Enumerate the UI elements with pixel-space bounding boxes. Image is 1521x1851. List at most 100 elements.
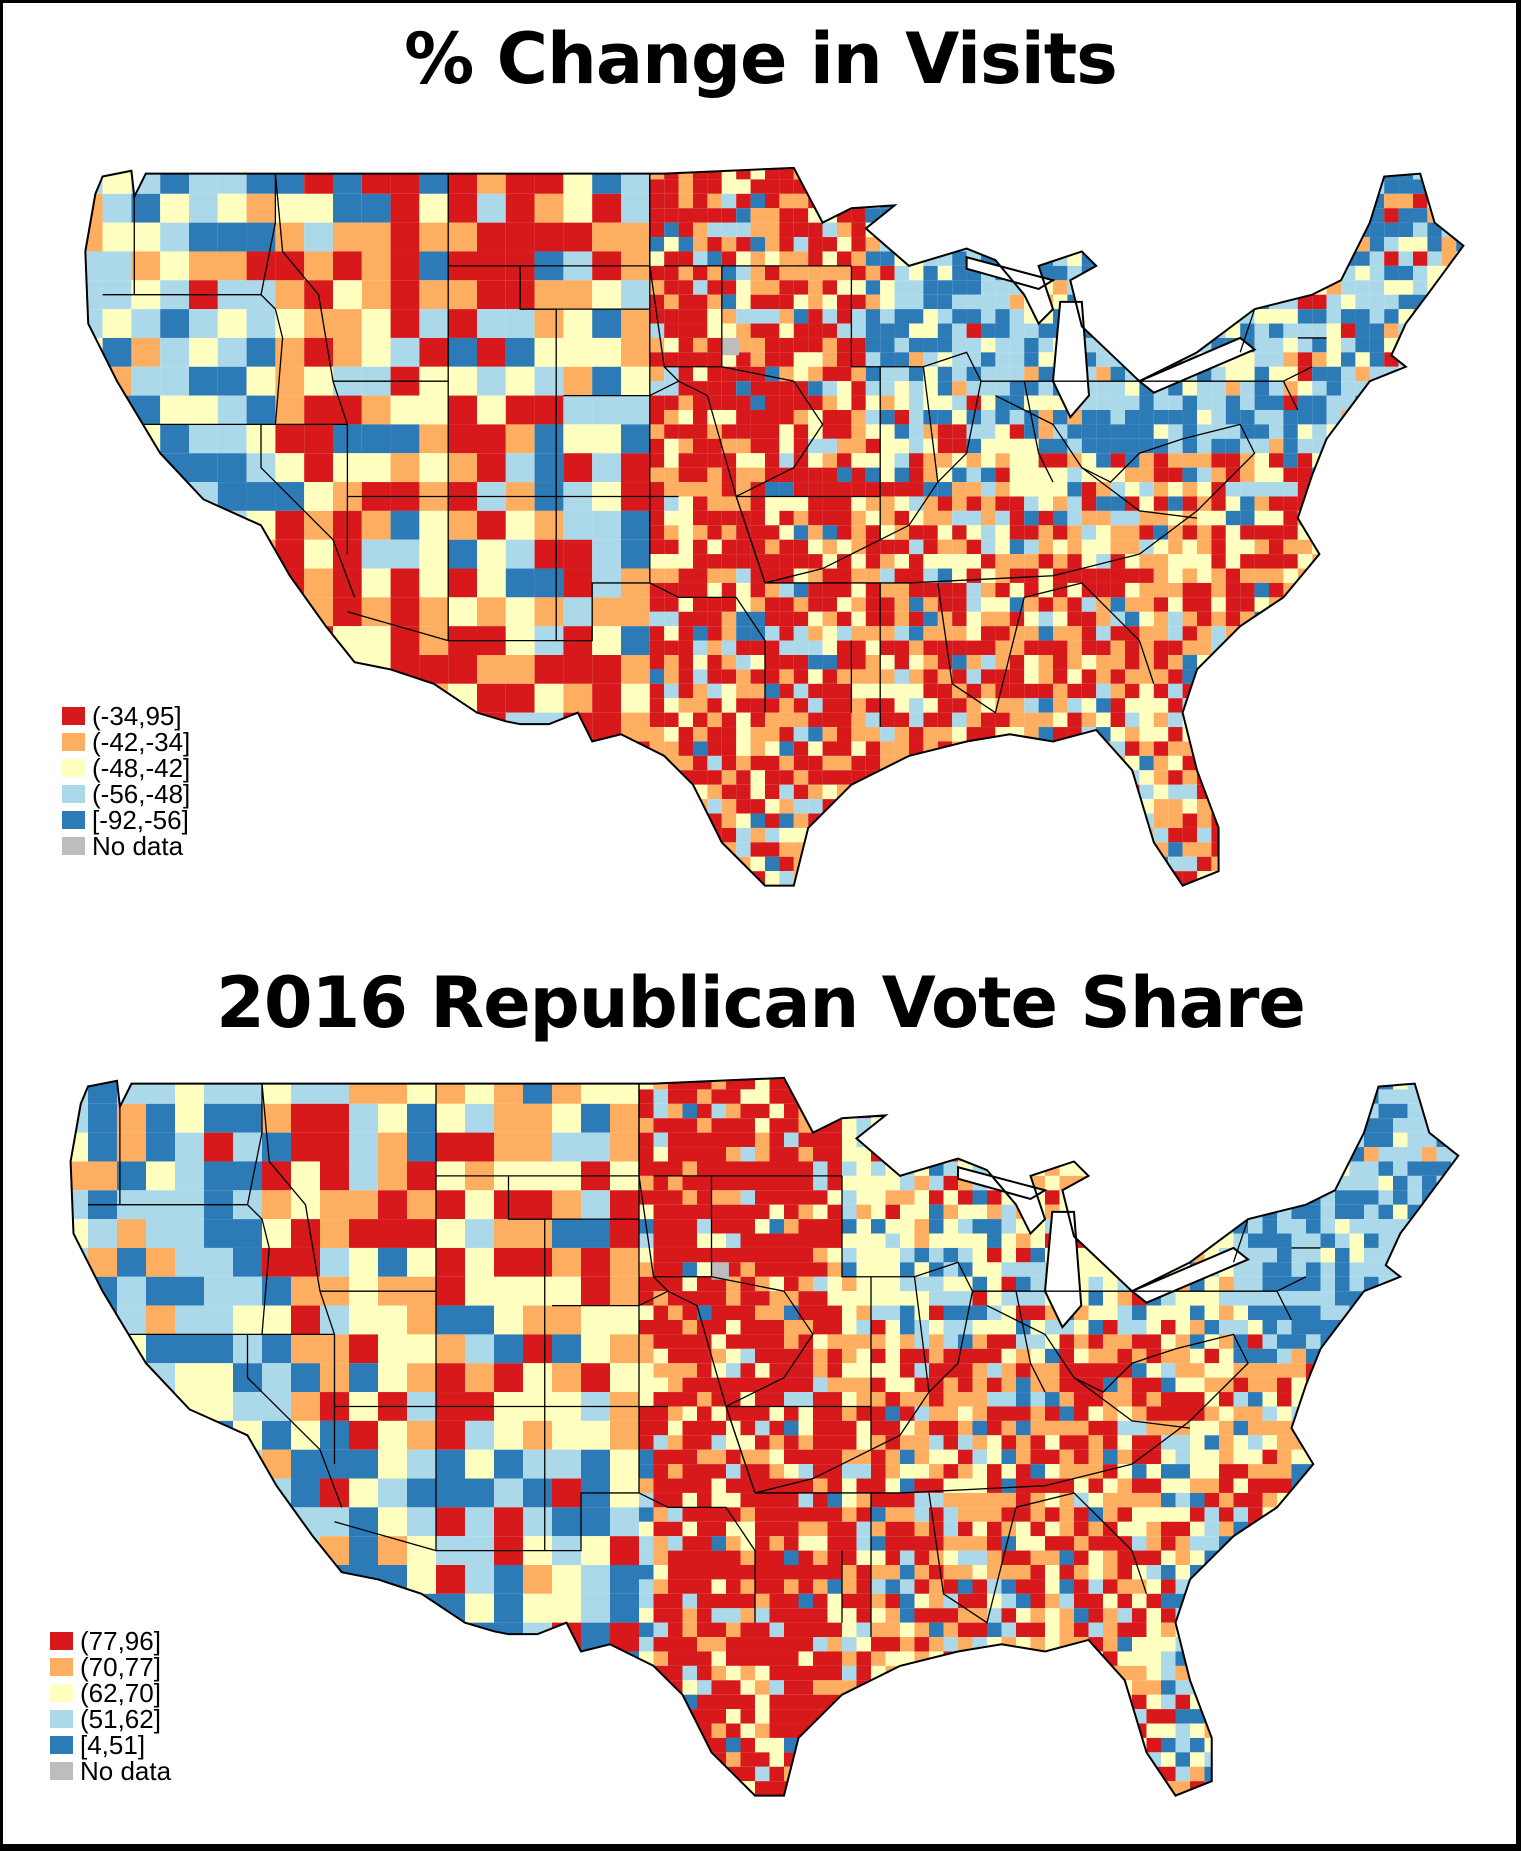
county-cell xyxy=(1038,784,1053,800)
county-cell xyxy=(900,1077,915,1090)
county-cell xyxy=(534,712,564,742)
county-cell xyxy=(1283,813,1298,828)
county-cell xyxy=(923,482,938,497)
county-cell xyxy=(981,856,996,872)
county-cell xyxy=(765,856,780,872)
state-border xyxy=(1283,367,1312,381)
county-cell xyxy=(1306,1320,1321,1335)
county-cell xyxy=(653,1089,668,1104)
county-cell xyxy=(1139,871,1154,886)
county-cell xyxy=(1291,1077,1306,1090)
county-cell xyxy=(1341,655,1356,670)
county-cell xyxy=(765,842,780,857)
county-cell xyxy=(678,871,693,886)
county-cell xyxy=(851,167,866,180)
county-cell xyxy=(958,1334,973,1349)
county-cell xyxy=(966,799,981,814)
county-cell xyxy=(707,366,722,382)
county-cell xyxy=(697,1363,712,1378)
county-cell xyxy=(160,655,189,684)
county-cell xyxy=(505,568,535,598)
county-cell xyxy=(793,597,809,612)
county-cell xyxy=(1326,784,1341,800)
county-cell xyxy=(1456,366,1464,382)
county-cell xyxy=(592,453,621,483)
county-cell xyxy=(1009,554,1025,569)
county-cell xyxy=(856,1219,871,1234)
county-cell xyxy=(966,539,981,555)
county-cell xyxy=(131,510,161,540)
county-cell xyxy=(894,842,909,857)
county-cell xyxy=(937,856,953,872)
county-cell xyxy=(995,366,1010,382)
county-cell xyxy=(707,871,722,886)
county-cell xyxy=(291,1219,320,1248)
legend-label: No data xyxy=(92,831,184,861)
county-cell xyxy=(1197,683,1212,699)
county-cell xyxy=(1001,1103,1016,1119)
county-cell xyxy=(189,366,218,396)
county-cell xyxy=(678,366,693,382)
county-cell xyxy=(1441,755,1457,771)
county-cell xyxy=(563,597,593,627)
county-cell xyxy=(943,1175,958,1191)
county-cell xyxy=(952,755,967,771)
legend-swatch xyxy=(62,759,85,777)
county-cell xyxy=(1441,611,1457,627)
county-cell xyxy=(693,568,708,583)
county-cell xyxy=(937,784,953,800)
county-cell xyxy=(808,222,823,238)
county-cell xyxy=(1269,280,1284,295)
county-cell xyxy=(506,886,535,900)
county-cell xyxy=(894,280,909,295)
county-cell xyxy=(856,1247,871,1263)
county-cell xyxy=(1413,237,1428,252)
county-cell xyxy=(1009,741,1025,756)
county-cell xyxy=(1283,799,1298,814)
county-cell xyxy=(929,1247,944,1263)
county-cell xyxy=(842,1320,857,1335)
county-cell xyxy=(552,1219,581,1248)
county-cell xyxy=(1139,554,1154,569)
county-cell xyxy=(1456,856,1464,872)
county-cell xyxy=(1096,167,1111,180)
county-cell xyxy=(842,1118,857,1133)
county-cell xyxy=(1067,871,1082,886)
county-cell xyxy=(822,222,837,238)
county-cell xyxy=(419,309,449,338)
county-cell xyxy=(1283,539,1298,555)
county-cell xyxy=(707,655,722,670)
county-cell xyxy=(1053,539,1068,555)
county-cell xyxy=(851,366,866,382)
county-cell xyxy=(1096,799,1111,814)
county-cell xyxy=(1369,424,1385,439)
county-cell xyxy=(189,395,218,425)
county-cell xyxy=(1211,741,1226,756)
county-cell xyxy=(1110,799,1125,814)
county-cell xyxy=(1283,655,1298,670)
county-cell xyxy=(995,309,1010,324)
county-cell xyxy=(1341,510,1356,526)
county-cell xyxy=(1219,1089,1234,1104)
county-cell xyxy=(1364,1132,1379,1148)
county-cell xyxy=(1378,1132,1393,1148)
county-cell xyxy=(1038,640,1053,655)
county-cell xyxy=(740,1262,755,1277)
county-cell xyxy=(1269,856,1284,872)
county-cell xyxy=(880,179,895,194)
county-cell xyxy=(966,568,981,583)
county-cell xyxy=(664,554,679,569)
county-cell xyxy=(880,309,895,324)
county-cell xyxy=(972,1147,987,1162)
county-cell xyxy=(1341,337,1356,353)
county-cell xyxy=(361,827,391,857)
county-cell xyxy=(987,1348,1002,1364)
county-cell xyxy=(678,438,693,454)
county-cell xyxy=(1393,1089,1408,1104)
county-cell xyxy=(765,871,780,886)
county-cell xyxy=(102,222,132,252)
county-cell xyxy=(865,453,881,468)
county-cell xyxy=(1132,1118,1147,1133)
county-cell xyxy=(1327,886,1341,900)
county-cell xyxy=(217,167,247,194)
